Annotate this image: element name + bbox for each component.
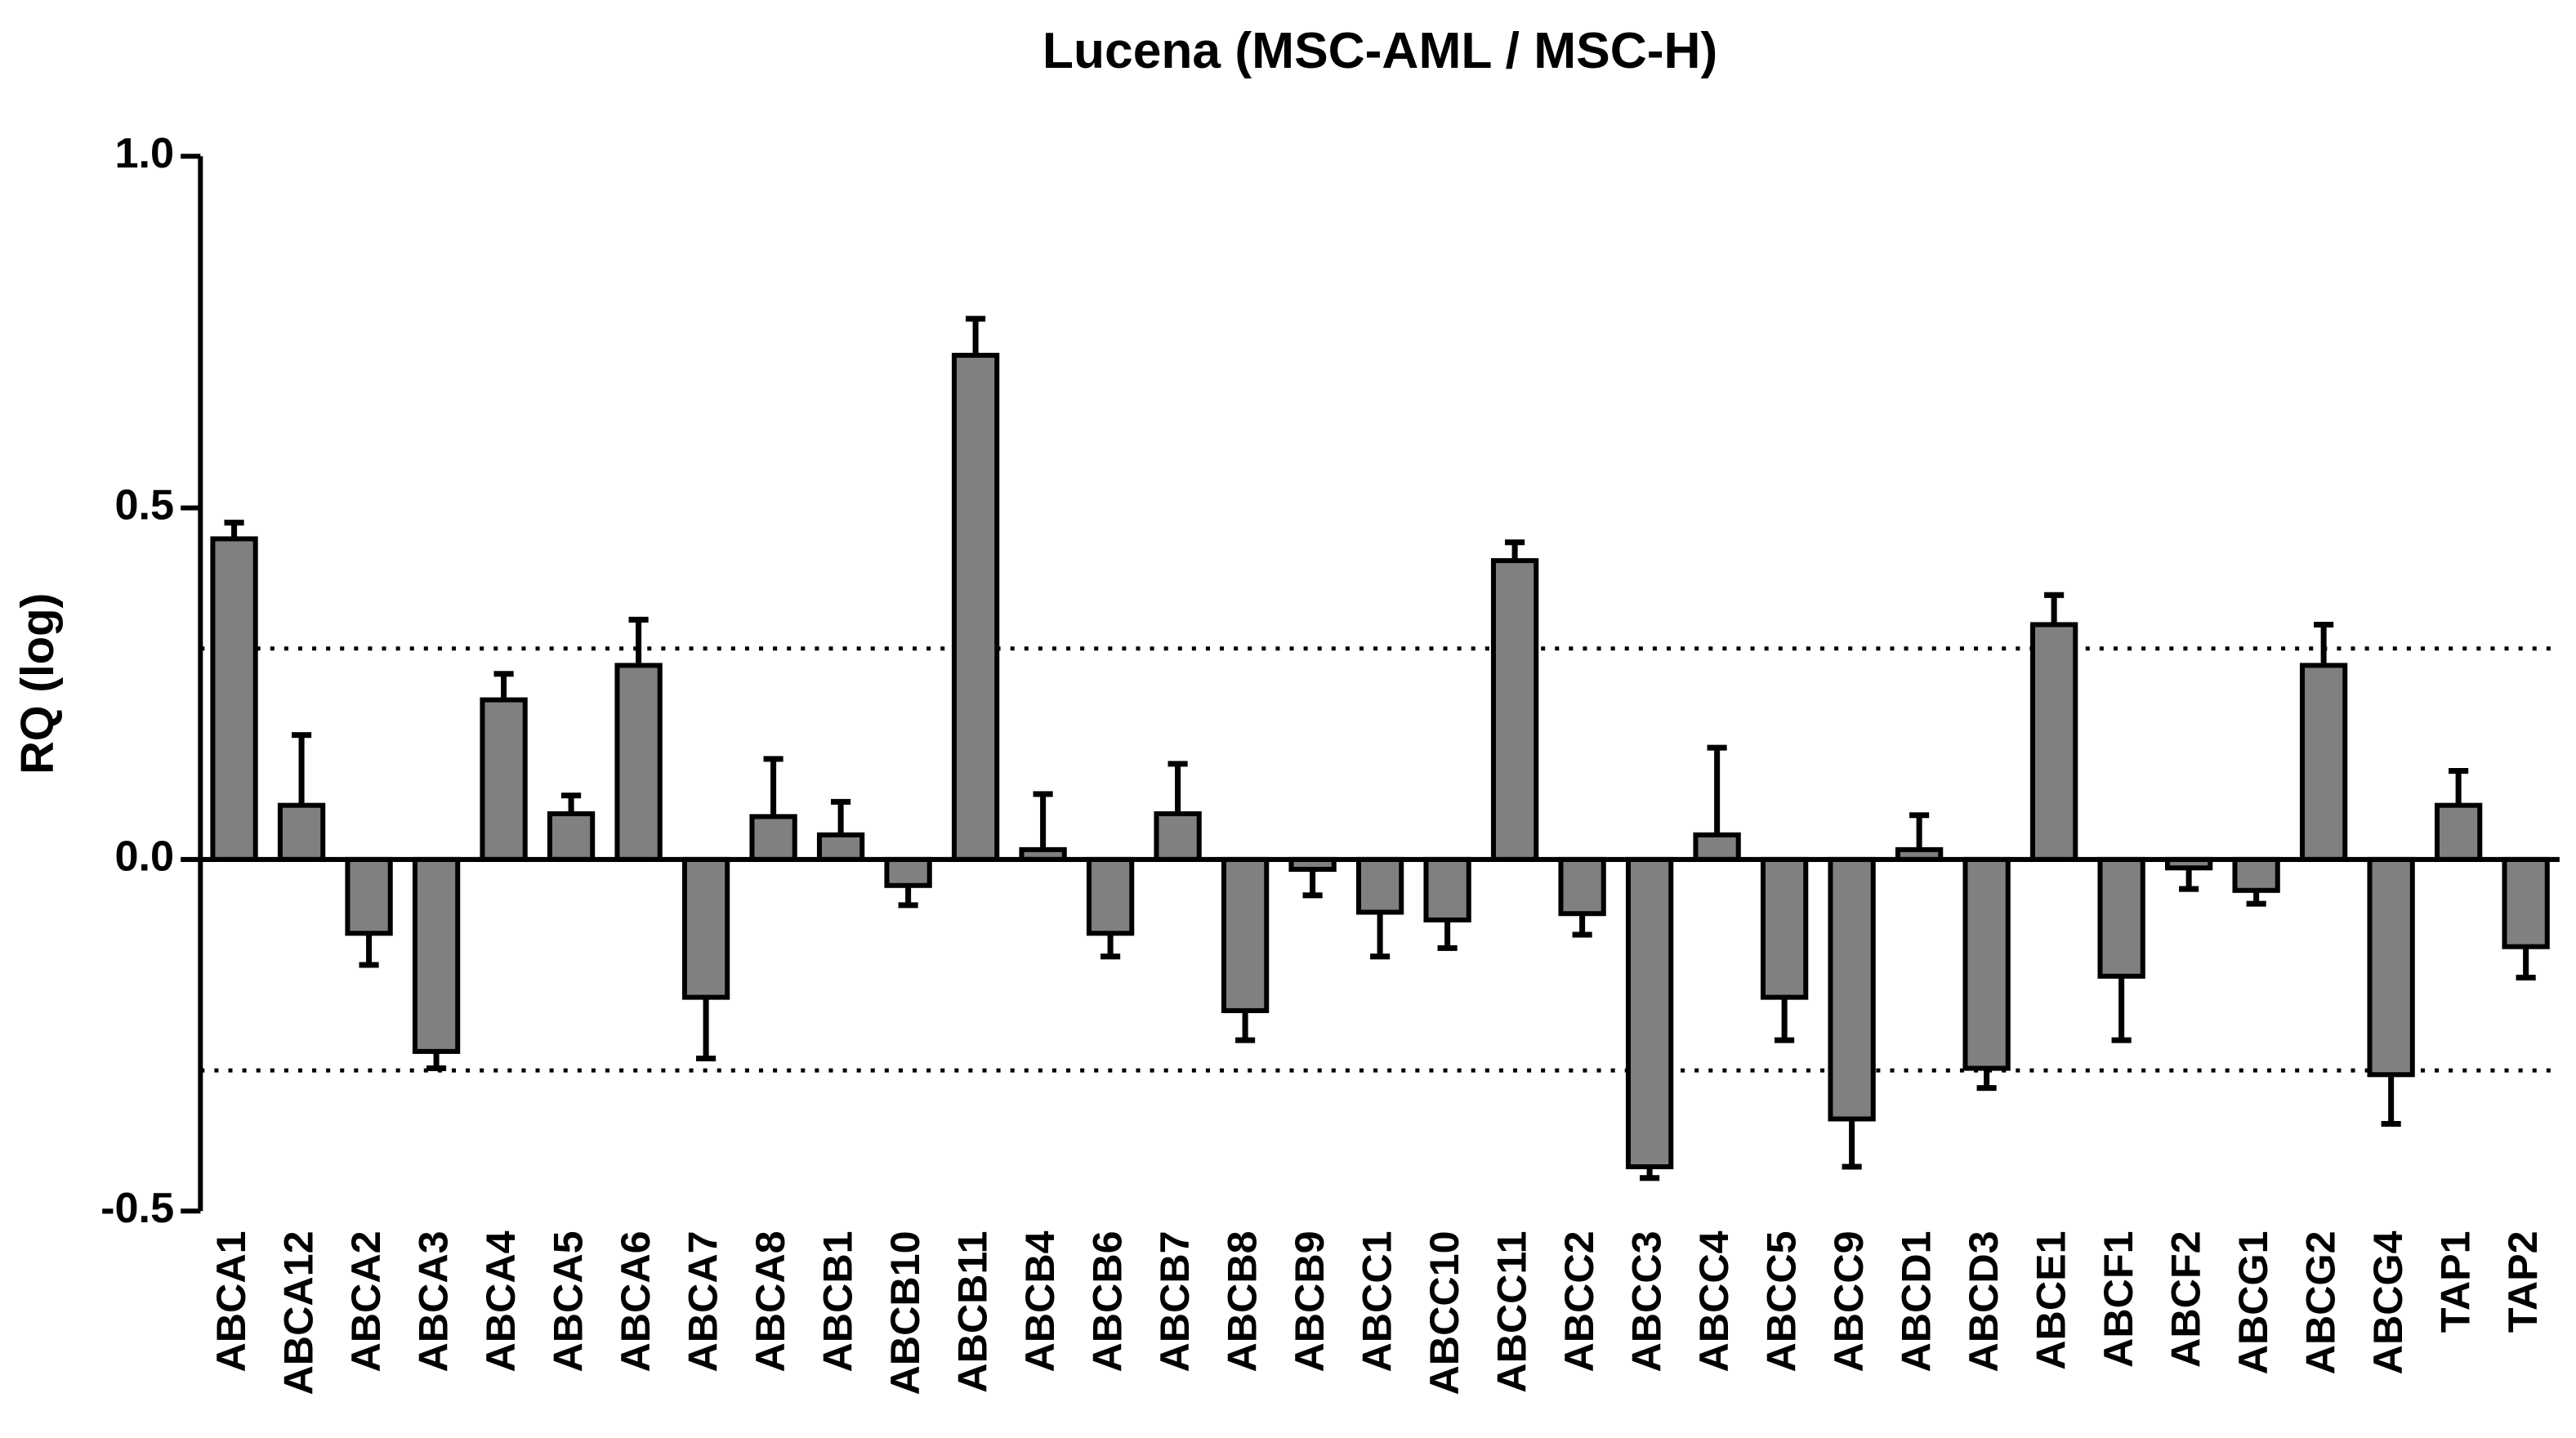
x-tick-label: ABCE1 bbox=[2027, 1230, 2074, 1369]
bar bbox=[2232, 856, 2280, 893]
bar bbox=[1423, 856, 1471, 922]
x-tick-label: ABCA8 bbox=[747, 1230, 793, 1372]
x-tick-label: ABCC9 bbox=[1825, 1230, 1872, 1372]
y-tick-label: 0.5 bbox=[114, 481, 174, 529]
x-tick-label: ABCA6 bbox=[612, 1230, 659, 1372]
x-tick-label: ABCC2 bbox=[1556, 1230, 1602, 1372]
bar bbox=[1221, 856, 1270, 1013]
y-tick-label: 1.0 bbox=[114, 130, 174, 177]
x-tick-label: ABCB10 bbox=[882, 1230, 928, 1395]
bar bbox=[2367, 856, 2415, 1078]
bar bbox=[816, 832, 865, 862]
x-tick-label: ABCB9 bbox=[1286, 1230, 1333, 1372]
bar bbox=[1355, 856, 1404, 915]
x-tick-label: ABCA3 bbox=[409, 1230, 456, 1372]
x-tick-label: ABCD1 bbox=[1892, 1230, 1939, 1372]
bar bbox=[951, 352, 1000, 862]
bar bbox=[1625, 856, 1674, 1170]
x-tick-label: ABCC10 bbox=[1421, 1230, 1467, 1395]
bar bbox=[345, 856, 393, 936]
bar bbox=[749, 814, 797, 862]
x-tick-label: ABCG4 bbox=[2364, 1230, 2411, 1374]
x-tick-label: ABCA2 bbox=[342, 1230, 389, 1372]
bar bbox=[210, 536, 258, 862]
x-tick-label: ABCB8 bbox=[1218, 1230, 1265, 1372]
chart-title: Lucena (MSC-AML / MSC-H) bbox=[1042, 23, 1717, 79]
bar bbox=[884, 856, 932, 888]
bar bbox=[2097, 856, 2145, 979]
bar bbox=[2502, 856, 2550, 949]
x-tick-label: ABCA12 bbox=[275, 1230, 321, 1395]
bar bbox=[1693, 832, 1741, 862]
x-tick-label: ABCA1 bbox=[208, 1230, 254, 1372]
x-tick-label: ABCG1 bbox=[2230, 1230, 2276, 1374]
y-tick-label: 0.0 bbox=[114, 833, 174, 881]
bar bbox=[1962, 856, 2011, 1071]
bar bbox=[1154, 811, 1202, 862]
bar bbox=[412, 856, 461, 1054]
bar bbox=[1828, 856, 1876, 1122]
bar bbox=[2029, 622, 2078, 862]
bar bbox=[1760, 856, 1809, 1000]
x-tick-label: ABCA7 bbox=[679, 1230, 725, 1372]
x-tick-label: ABCC3 bbox=[1623, 1230, 1669, 1372]
bar bbox=[1558, 856, 1606, 917]
x-tick-label: TAP2 bbox=[2499, 1230, 2546, 1333]
bar bbox=[2299, 663, 2348, 862]
x-tick-label: ABCF2 bbox=[2162, 1230, 2208, 1368]
x-tick-label: ABCB6 bbox=[1083, 1230, 1130, 1372]
x-tick-label: ABCB4 bbox=[1016, 1230, 1063, 1372]
x-tick-label: ABCG2 bbox=[2297, 1230, 2343, 1374]
x-tick-label: ABCC1 bbox=[1353, 1230, 1400, 1372]
bar bbox=[681, 856, 730, 1000]
x-tick-label: TAP1 bbox=[2431, 1230, 2478, 1333]
x-tick-label: ABCB11 bbox=[949, 1230, 995, 1392]
x-tick-label: ABCC5 bbox=[1757, 1230, 1804, 1372]
bar bbox=[614, 663, 663, 862]
x-tick-label: ABCA4 bbox=[477, 1230, 524, 1372]
y-tick-label: -0.5 bbox=[100, 1185, 174, 1232]
bar bbox=[2434, 802, 2483, 862]
x-tick-label: ABCD3 bbox=[1960, 1230, 2007, 1372]
x-tick-label: ABCF1 bbox=[2095, 1230, 2141, 1368]
x-tick-label: ABCC11 bbox=[1488, 1230, 1534, 1392]
y-axis-label: RQ (log) bbox=[11, 593, 63, 775]
x-tick-label: ABCA5 bbox=[544, 1230, 591, 1372]
x-tick-label: ABCC4 bbox=[1690, 1230, 1737, 1372]
bar bbox=[1490, 558, 1539, 862]
x-tick-label: ABCB7 bbox=[1151, 1230, 1198, 1372]
bar bbox=[277, 802, 326, 862]
x-tick-label: ABCB1 bbox=[814, 1230, 860, 1372]
bar bbox=[480, 697, 528, 862]
bar bbox=[547, 811, 596, 862]
bar bbox=[1086, 856, 1135, 936]
